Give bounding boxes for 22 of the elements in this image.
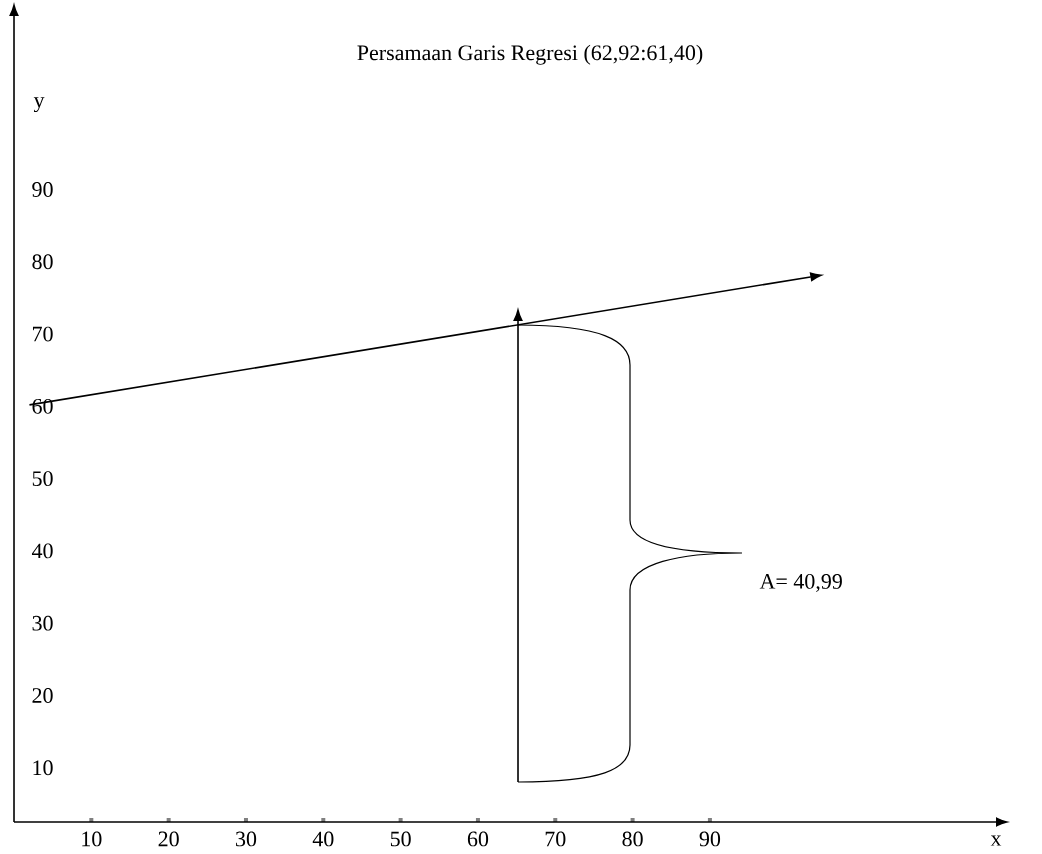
annotation: Persamaan Garis Regresi (62,92:61,40) xyxy=(357,44,703,65)
x-axis-title: x xyxy=(990,835,1002,846)
x-tick-label: 30 xyxy=(236,831,257,847)
y-axis-title: y xyxy=(33,97,45,113)
y-tick-label: 70 xyxy=(32,326,53,342)
y-tick-label: 60 xyxy=(32,398,53,414)
x-tick-label: 10 xyxy=(82,831,102,847)
annotation: A= 40,99 xyxy=(759,573,842,592)
x-tick-label: 50 xyxy=(390,831,411,847)
x-tick-label: 20 xyxy=(158,831,179,847)
x-tick-label: 60 xyxy=(467,831,489,847)
y-tick-label: 20 xyxy=(32,688,53,703)
y-tick-label: 40 xyxy=(31,543,53,559)
x-tick-label: 90 xyxy=(699,831,721,847)
y-tick-label: 80 xyxy=(32,254,53,270)
y-tick-label: 50 xyxy=(32,471,53,487)
y-tick-label: 90 xyxy=(32,182,53,197)
x-tick-label: 40 xyxy=(312,831,334,847)
y-tick-label: 10 xyxy=(33,760,53,776)
x-tick-label: 70 xyxy=(545,831,566,847)
x-tick-label: 80 xyxy=(622,831,643,847)
y-tick-label: 30 xyxy=(32,615,53,631)
